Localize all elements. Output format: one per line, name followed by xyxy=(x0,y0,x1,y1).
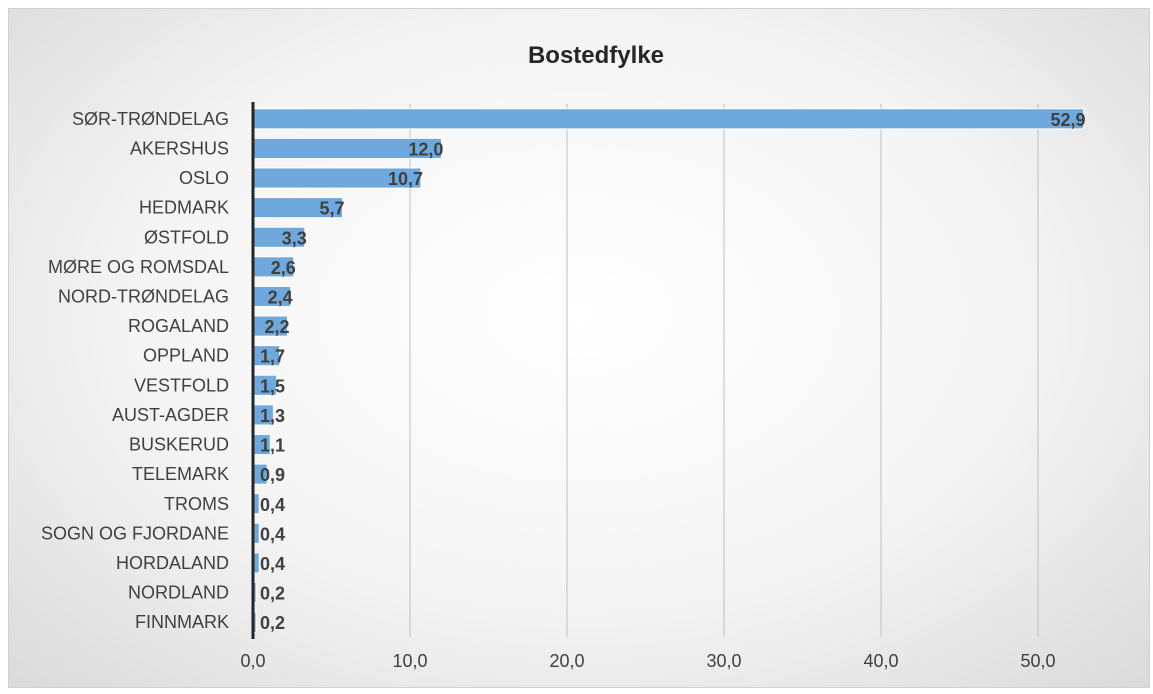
x-tick-label: 10,0 xyxy=(392,651,427,671)
category-label: NORDLAND xyxy=(128,583,229,603)
category-label: SOGN OG FJORDANE xyxy=(41,523,229,543)
category-label: OPPLAND xyxy=(143,346,229,366)
category-label: AUST-AGDER xyxy=(112,405,229,425)
category-label: HORDALAND xyxy=(116,553,229,573)
value-label: 1,7 xyxy=(260,347,285,367)
category-labels: SØR-TRØNDELAG AKERSHUS OSLO HEDMARK ØSTFOLD M… xyxy=(41,109,229,632)
value-label: 2,6 xyxy=(271,258,296,278)
value-label: 5,7 xyxy=(319,199,344,219)
bar-chart: Bostedfylke 52,9 12,0 10,7 5,7 3,3 2,6 2,4 2,2 1… xyxy=(41,42,1086,671)
value-label: 2,2 xyxy=(265,317,290,337)
bar-sor-trondelag xyxy=(252,108,1085,130)
value-label: 0,4 xyxy=(260,495,285,515)
category-label: BUSKERUD xyxy=(129,435,229,455)
x-tick-label: 40,0 xyxy=(863,651,898,671)
x-tick-label: 0,0 xyxy=(240,651,265,671)
value-label: 0,9 xyxy=(260,465,285,485)
value-label: 1,5 xyxy=(260,376,285,396)
value-label: 0,2 xyxy=(260,613,285,633)
value-label: 0,4 xyxy=(260,524,285,544)
value-label: 1,1 xyxy=(260,436,285,456)
bars xyxy=(252,108,1085,633)
category-label: SØR-TRØNDELAG xyxy=(72,109,229,129)
gridlines xyxy=(409,104,1039,637)
value-label: 10,7 xyxy=(388,169,423,189)
chart-frame: Bostedfylke 52,9 12,0 10,7 5,7 3,3 2,6 2,4 2,2 1… xyxy=(8,8,1150,688)
category-label: AKERSHUS xyxy=(130,138,229,158)
category-label: TELEMARK xyxy=(132,464,229,484)
data-labels: 52,9 12,0 10,7 5,7 3,3 2,6 2,4 2,2 1,7 1,5 1,3 1,1 0… xyxy=(260,110,1086,633)
category-label: NORD-TRØNDELAG xyxy=(58,286,229,306)
category-label: HEDMARK xyxy=(139,198,229,218)
x-tick-label: 30,0 xyxy=(706,651,741,671)
value-label: 3,3 xyxy=(282,228,307,248)
x-tick-labels: 0,0 10,0 20,0 30,0 40,0 50,0 xyxy=(240,651,1055,671)
category-label: FINNMARK xyxy=(135,612,229,632)
category-label: VESTFOLD xyxy=(134,375,229,395)
value-label: 0,2 xyxy=(260,584,285,604)
category-label: ØSTFOLD xyxy=(144,227,229,247)
value-label: 2,4 xyxy=(268,287,293,307)
value-label: 0,4 xyxy=(260,554,285,574)
value-label: 12,0 xyxy=(408,139,443,159)
chart-title: Bostedfylke xyxy=(528,42,664,69)
category-label: MØRE OG ROMSDAL xyxy=(48,257,229,277)
x-tick-label: 20,0 xyxy=(549,651,584,671)
category-label: ROGALAND xyxy=(128,316,229,336)
value-label: 1,3 xyxy=(260,406,285,426)
category-label: OSLO xyxy=(179,168,229,188)
x-tick-label: 50,0 xyxy=(1020,651,1055,671)
value-label: 52,9 xyxy=(1050,110,1085,130)
category-label: TROMS xyxy=(164,494,229,514)
